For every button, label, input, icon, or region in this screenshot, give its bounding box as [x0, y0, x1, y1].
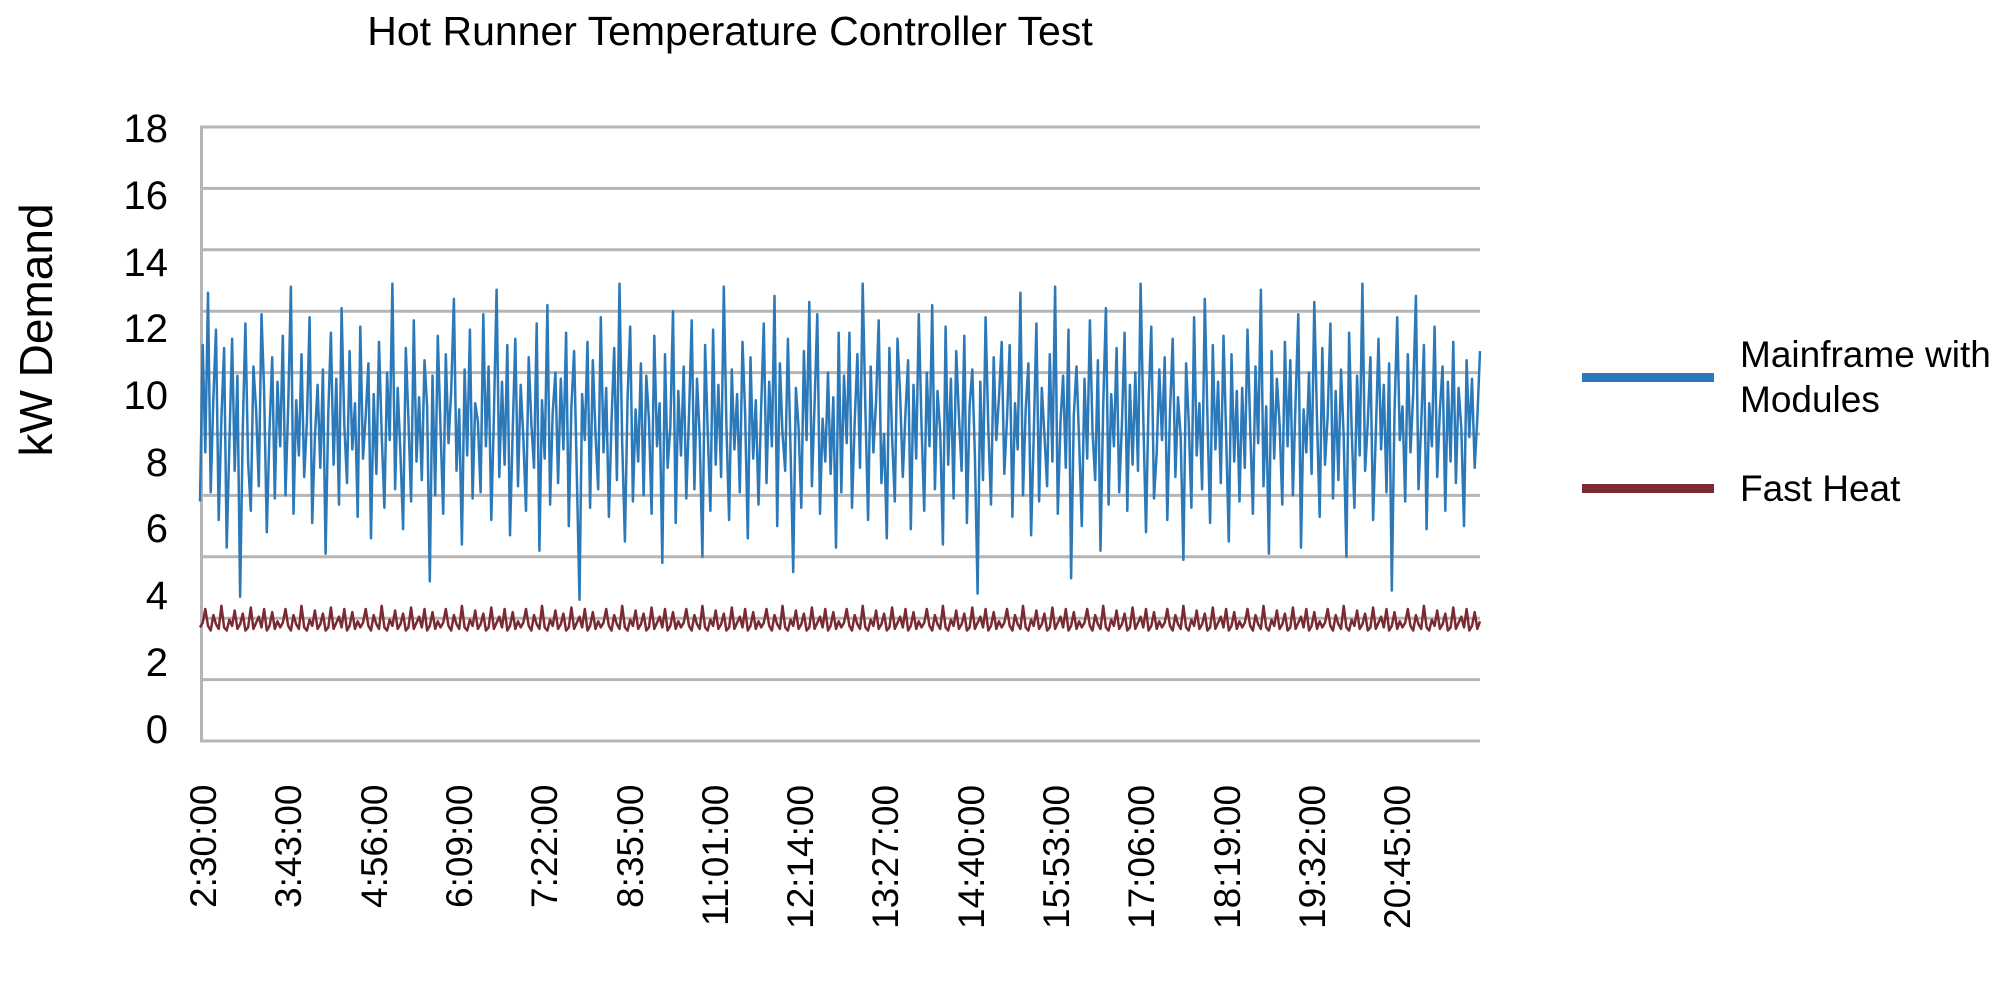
legend-item-mainframe-with-modules: Mainframe with Modules [1582, 332, 1995, 422]
x-tick-label: 17:06:00 [1121, 785, 1163, 930]
y-tick-label: 4 [145, 574, 168, 619]
x-tick-label: 6:09:00 [438, 785, 480, 909]
x-tick-label: 7:22:00 [524, 785, 566, 909]
x-tick-label: 19:32:00 [1291, 785, 1333, 930]
x-tick-label: 20:45:00 [1377, 785, 1419, 930]
x-tick-label: 2:30:00 [183, 785, 224, 909]
series-line-mainframe-with-modules [198, 282, 1482, 602]
legend-label-mainframe-with-modules: Mainframe with Modules [1740, 334, 1991, 420]
legend: Mainframe with Modules Fast Heat [1582, 0, 2000, 1000]
x-tick-label: 15:53:00 [1036, 785, 1077, 930]
y-tick-label: 10 [123, 374, 169, 418]
legend-swatch-mainframe-with-modules [1582, 372, 1714, 382]
y-tick-label: 8 [145, 440, 168, 485]
y-tick-label: 6 [145, 507, 168, 552]
y-tick-label: 0 [145, 707, 168, 752]
y-tick-label: 18 [123, 107, 169, 152]
x-tick-label: 11:01:00 [694, 785, 736, 927]
legend-swatch-fast-heat [1582, 484, 1714, 493]
x-tick-label: 14:40:00 [950, 785, 992, 930]
y-tick-label: 12 [123, 307, 169, 352]
plot-area [198, 125, 1482, 743]
x-tick-label: 8:35:00 [609, 785, 651, 909]
x-tick-label: 12:14:00 [780, 785, 822, 930]
y-tick-label: 16 [123, 173, 169, 218]
x-tick-label: 4:56:00 [353, 785, 395, 909]
y-tick-label: 2 [145, 640, 168, 685]
series-line-fast-heat [198, 604, 1482, 632]
x-tick-label: 3:43:00 [268, 785, 310, 909]
legend-item-fast-heat: Fast Heat [1582, 466, 1995, 511]
chart-title: Hot Runner Temperature Controller Test [367, 8, 1093, 54]
legend-label-fast-heat: Fast Heat [1740, 468, 1901, 509]
y-tick-label: 14 [123, 240, 169, 285]
x-tick-label: 18:19:00 [1206, 785, 1248, 930]
x-tick-label: 13:27:00 [865, 785, 907, 930]
